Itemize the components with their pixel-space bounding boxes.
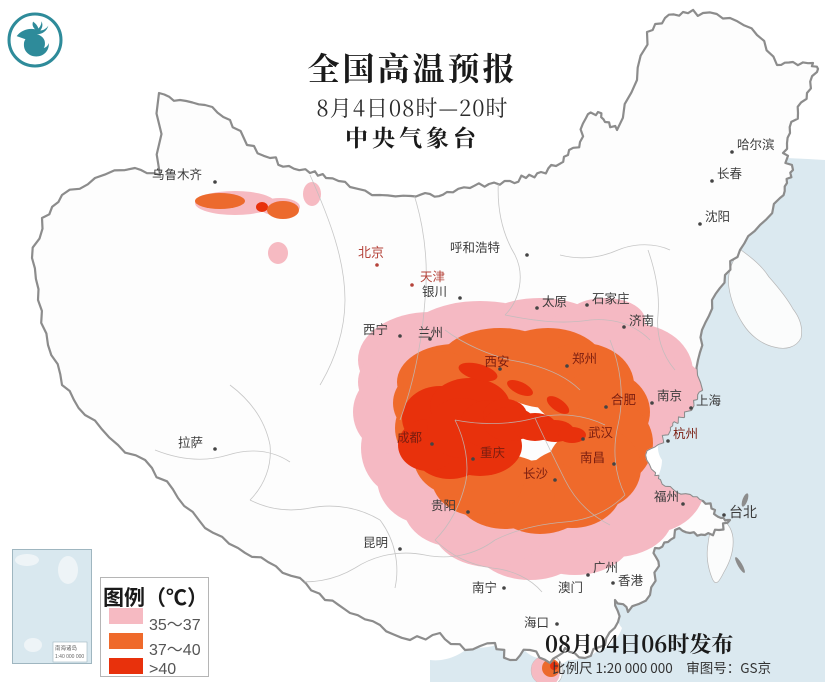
svg-text:昆明: 昆明: [363, 536, 388, 550]
svg-text:重庆: 重庆: [480, 445, 506, 460]
svg-text:香港: 香港: [618, 574, 644, 588]
svg-text:长春: 长春: [717, 167, 743, 181]
svg-text:西宁: 西宁: [363, 322, 388, 337]
svg-text:成都: 成都: [397, 431, 423, 445]
svg-text:贵阳: 贵阳: [431, 499, 456, 513]
svg-text:1:40 000 000: 1:40 000 000: [55, 654, 84, 660]
svg-text:武汉: 武汉: [588, 426, 614, 440]
svg-text:拉萨: 拉萨: [178, 435, 203, 450]
svg-text:台北: 台北: [729, 504, 757, 520]
svg-text:南海诸岛: 南海诸岛: [55, 644, 78, 652]
svg-text:杭州: 杭州: [673, 426, 698, 441]
svg-text:郑州: 郑州: [572, 351, 597, 366]
svg-text:济南: 济南: [629, 313, 654, 328]
svg-text:西安: 西安: [484, 354, 509, 369]
svg-text:太原: 太原: [542, 294, 567, 309]
svg-text:广州: 广州: [593, 561, 618, 575]
svg-text:沈阳: 沈阳: [705, 209, 730, 224]
svg-text:南昌: 南昌: [580, 450, 605, 465]
svg-text:天津: 天津: [420, 270, 445, 284]
svg-text:长沙: 长沙: [523, 467, 549, 481]
svg-text:兰州: 兰州: [418, 326, 443, 340]
svg-text:上海: 上海: [696, 393, 722, 408]
svg-text:北京: 北京: [358, 245, 384, 260]
svg-text:南宁: 南宁: [472, 580, 497, 595]
svg-text:合肥: 合肥: [611, 392, 637, 407]
svg-text:南京: 南京: [657, 388, 682, 403]
svg-text:银川: 银川: [422, 285, 447, 299]
svg-text:福州: 福州: [654, 489, 679, 504]
svg-text:澳门: 澳门: [558, 580, 583, 595]
svg-text:乌鲁木齐: 乌鲁木齐: [152, 167, 203, 182]
svg-text:石家庄: 石家庄: [592, 291, 630, 306]
svg-text:呼和浩特: 呼和浩特: [450, 240, 500, 255]
